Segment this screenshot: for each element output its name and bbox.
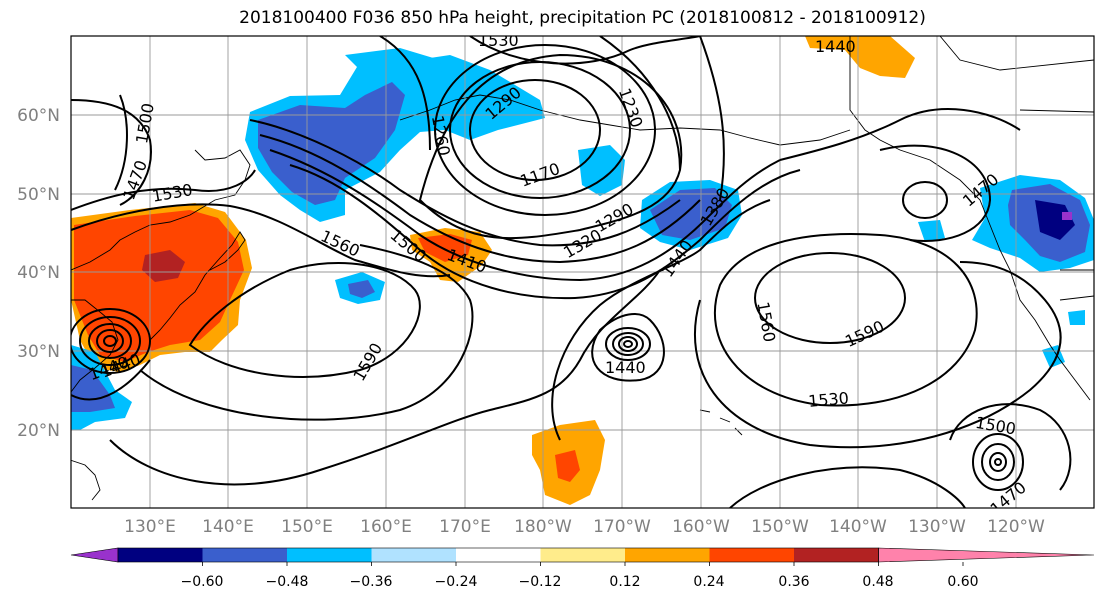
lat-label: 30°N	[17, 342, 60, 362]
colorbar-tick-label: 0.36	[778, 574, 809, 590]
lat-label: 50°N	[17, 185, 60, 205]
lat-label: 40°N	[17, 263, 60, 283]
graticule	[71, 36, 1094, 508]
contour-label: 1530	[478, 31, 519, 50]
colorbar-tick-label: −0.36	[350, 574, 393, 590]
colorbar	[70, 547, 1095, 566]
colorbar-segment	[540, 548, 626, 562]
map-title: 2018100400 F036 850 hPa height, precipit…	[239, 8, 926, 28]
lon-label: 130°W	[908, 517, 966, 537]
lon-label: 120°W	[987, 517, 1045, 537]
lon-label: 180°W	[514, 517, 572, 537]
colorbar-segment	[709, 548, 795, 562]
lon-label: 140°E	[202, 517, 254, 537]
longitude-labels: 130°E 140°E 150°E 160°E 170°E 180°W 170°…	[124, 517, 1045, 537]
colorbar-tick-label: 0.24	[693, 574, 724, 590]
lon-label: 150°E	[281, 517, 333, 537]
colorbar-outline	[117, 547, 879, 563]
colorbar-segment	[202, 548, 288, 562]
colorbar-segment	[287, 548, 372, 562]
colorbar-tick-label: 0.12	[609, 574, 640, 590]
colorbar-extend-min	[70, 547, 119, 563]
precip-shading	[71, 36, 1094, 505]
colorbar-tick-label: 0.48	[862, 574, 893, 590]
colorbar-tick-label: −0.24	[435, 574, 478, 590]
colorbar-segment	[794, 548, 879, 562]
colorbar-segment	[118, 548, 203, 562]
colorbar-segment	[625, 548, 710, 562]
colorbar-tick-label: −0.48	[266, 574, 309, 590]
lat-label: 60°N	[17, 106, 60, 126]
colorbar-ticks: −0.60 −0.48 −0.36 −0.24 −0.12 0.12 0.24 …	[181, 574, 979, 590]
lon-label: 160°W	[672, 517, 730, 537]
lon-label: 140°W	[829, 517, 887, 537]
colorbar-tick-label: 0.60	[947, 574, 978, 590]
coastlines	[71, 36, 1094, 501]
colorbar-segment	[371, 548, 457, 562]
lon-label: 170°W	[593, 517, 651, 537]
colorbar-segment	[456, 548, 541, 562]
height-contours	[71, 36, 1072, 508]
lat-label: 20°N	[17, 421, 60, 441]
colorbar-tick-label: −0.60	[181, 574, 224, 590]
colorbar-extend-max	[878, 547, 1095, 563]
contour-label: 1440	[605, 358, 646, 377]
lon-label: 130°E	[124, 517, 176, 537]
lon-label: 150°W	[751, 517, 809, 537]
latitude-labels: 60°N 50°N 40°N 30°N 20°N	[17, 106, 60, 441]
contour-label: 1530	[807, 388, 849, 410]
lon-label: 160°E	[360, 517, 412, 537]
lon-label: 170°E	[439, 517, 491, 537]
map-frame	[70, 35, 1095, 509]
contour-label: 1440	[815, 37, 856, 56]
colorbar-tick-label: −0.12	[519, 574, 562, 590]
